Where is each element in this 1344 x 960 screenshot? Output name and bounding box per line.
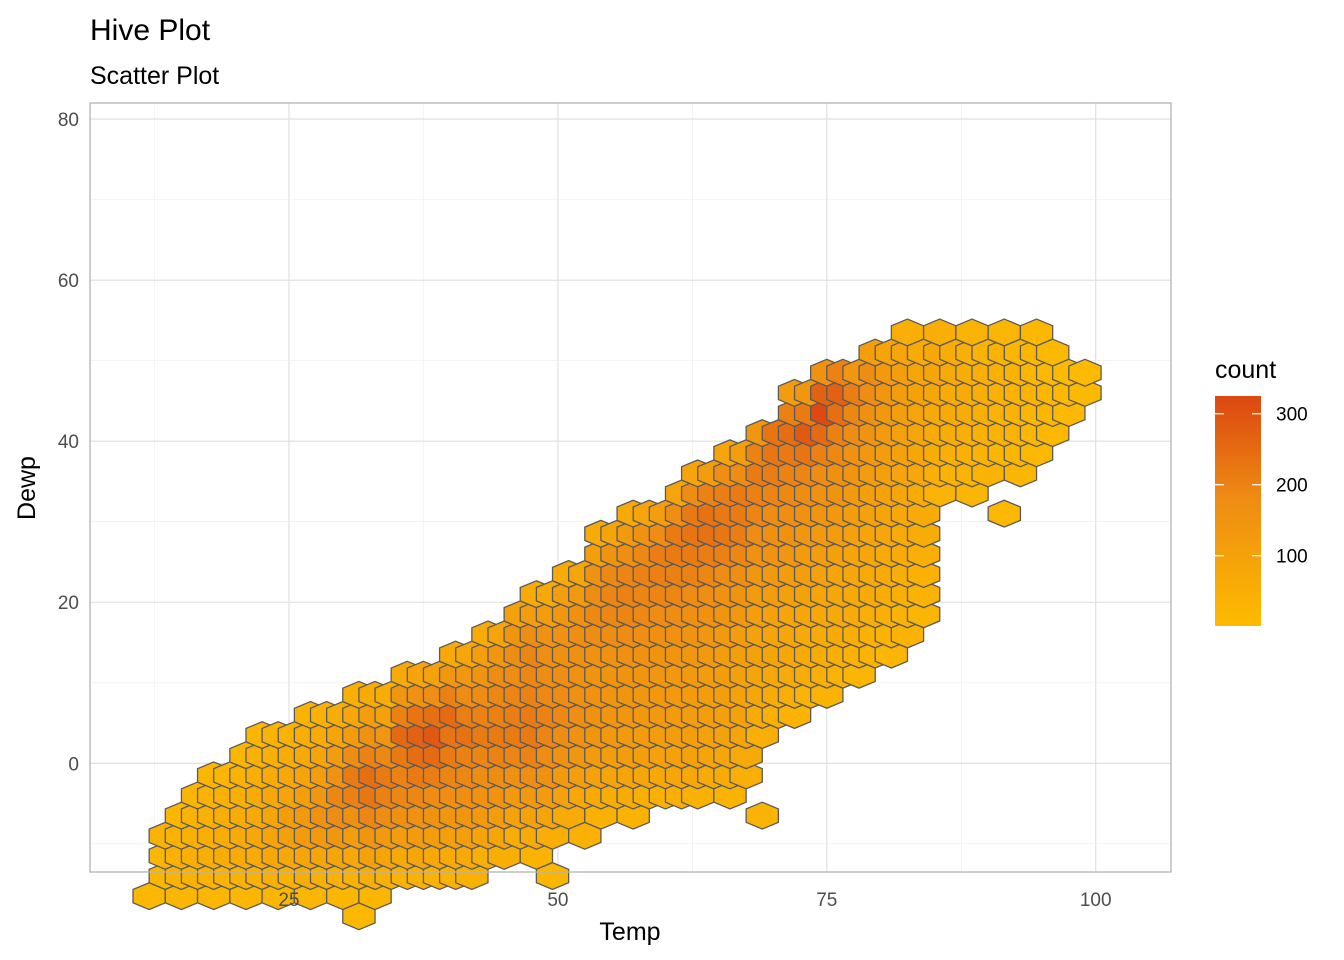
hex-cell: [745, 801, 780, 830]
x-tick-label: 100: [1080, 890, 1112, 911]
x-axis-ticks: 25 50 75 100: [278, 890, 1111, 911]
x-tick-label: 25: [278, 890, 299, 911]
legend-tick-label: 200: [1276, 476, 1308, 497]
hexbin-cells: [132, 318, 1102, 931]
chart-subtitle: Scatter Plot: [90, 62, 219, 90]
hex-cell: [906, 600, 941, 629]
y-tick-label: 80: [58, 110, 79, 131]
y-tick-label: 20: [58, 593, 79, 614]
legend-title: count: [1215, 356, 1276, 384]
y-axis-title: Dewp: [13, 456, 41, 520]
y-axis-ticks: 0 20 40 60 80: [58, 110, 79, 775]
hex-cell: [906, 519, 941, 548]
legend-tick-label: 100: [1276, 547, 1308, 568]
hex-cell: [1068, 358, 1102, 387]
hex-cell: [906, 580, 941, 609]
chart-title: Hive Plot: [90, 14, 211, 47]
hex-cell: [729, 761, 763, 790]
y-tick-label: 0: [68, 754, 79, 775]
legend-tick-label: 300: [1276, 405, 1308, 426]
hex-cell: [906, 539, 941, 569]
legend-ticks: 100 200 300: [1215, 405, 1308, 568]
panel-border: [89, 102, 1172, 873]
x-tick-label: 75: [816, 890, 837, 911]
hex-cell: [1068, 378, 1102, 408]
y-tick-label: 40: [58, 432, 79, 453]
y-tick-label: 60: [58, 271, 79, 292]
hex-cell: [987, 499, 1022, 528]
x-tick-label: 50: [547, 890, 568, 911]
x-axis-title: Temp: [599, 918, 660, 946]
hex-cell: [535, 861, 570, 891]
legend: count 100 200 300: [1215, 356, 1308, 626]
hex-cell: [906, 559, 941, 589]
legend-colorbar: [1215, 396, 1261, 626]
